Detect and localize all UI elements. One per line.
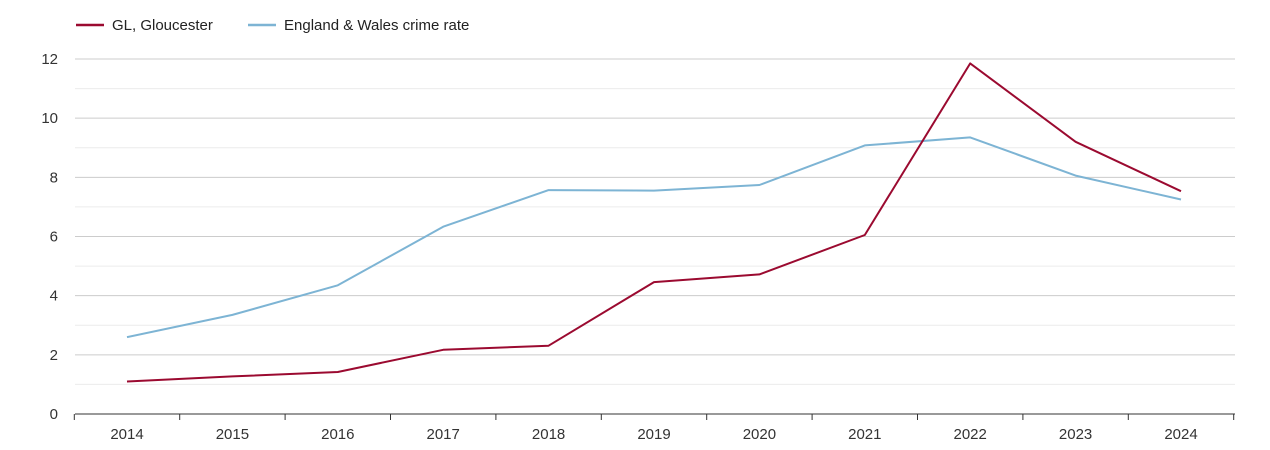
x-tick-label: 2022 bbox=[954, 426, 987, 443]
legend-label-gloucester: GL, Gloucester bbox=[112, 17, 213, 34]
y-tick-label: 2 bbox=[50, 347, 58, 364]
x-tick-label: 2023 bbox=[1059, 426, 1092, 443]
legend: GL, Gloucester England & Wales crime rat… bbox=[76, 17, 469, 34]
x-tick-label: 2017 bbox=[427, 426, 460, 443]
gridlines bbox=[75, 58, 1235, 385]
series-line-gloucester bbox=[126, 62, 1182, 383]
y-tick-label: 8 bbox=[50, 169, 58, 186]
y-tick-label: 12 bbox=[41, 51, 58, 68]
series-line-england-wales bbox=[126, 136, 1182, 339]
x-tick-label: 2018 bbox=[532, 426, 565, 443]
x-axis: 2014 2015 2016 2017 2018 2019 2020 2021 2022 2023… bbox=[73, 413, 1235, 443]
x-tick-label: 2014 bbox=[110, 426, 143, 443]
x-tick-label: 2016 bbox=[321, 426, 354, 443]
x-tick-label: 2024 bbox=[1164, 426, 1197, 443]
x-tick-label: 2019 bbox=[637, 426, 670, 443]
x-tick-label: 2015 bbox=[216, 426, 249, 443]
y-axis-tick-labels: 0 2 4 6 8 10 12 bbox=[41, 51, 58, 423]
y-tick-label: 4 bbox=[50, 288, 58, 305]
x-tick-label: 2021 bbox=[848, 426, 881, 443]
y-tick-label: 10 bbox=[41, 110, 58, 127]
y-tick-label: 0 bbox=[50, 406, 58, 423]
legend-label-england-wales: England & Wales crime rate bbox=[284, 17, 469, 34]
x-tick-label: 2020 bbox=[743, 426, 776, 443]
y-tick-label: 6 bbox=[50, 229, 58, 246]
series-lines bbox=[126, 62, 1182, 383]
